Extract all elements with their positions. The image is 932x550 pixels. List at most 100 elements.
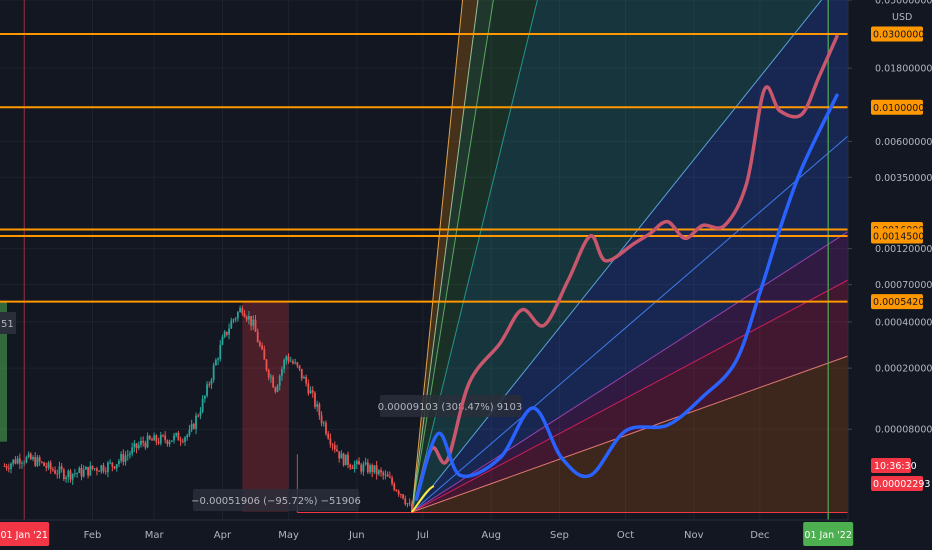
candle-body	[34, 456, 37, 466]
candle-body	[399, 494, 402, 496]
measure-up-label-bg	[380, 395, 521, 417]
candle-body	[333, 445, 336, 450]
candle-body	[263, 349, 266, 360]
candle-body	[347, 454, 349, 465]
candle-body	[296, 362, 299, 366]
candle-body	[217, 359, 219, 361]
price-tick-label: 0.05000000	[875, 0, 932, 7]
time-tick-label: May	[278, 530, 299, 541]
candle-body	[380, 470, 382, 473]
candle-body	[73, 473, 76, 475]
candle-body	[281, 368, 283, 376]
candle-body	[408, 503, 411, 505]
time-axis[interactable]: 01 Jan '21 Feb Mar Apr May Jun Jul Aug Sep Oct Nov…	[0, 519, 932, 550]
candle-body	[38, 457, 41, 462]
projection-curve	[414, 34, 839, 501]
timer-badge-label: 10:36:30	[874, 461, 917, 472]
candle-body	[212, 365, 215, 380]
candle-body	[252, 319, 255, 326]
candle-body	[78, 467, 81, 474]
candle-body	[56, 473, 59, 475]
candle-body	[272, 376, 275, 388]
candle-body	[349, 464, 352, 468]
candle-body	[382, 472, 385, 476]
candle-body	[157, 441, 160, 444]
candle-body	[232, 319, 235, 321]
candle-body	[250, 315, 252, 326]
candle-body	[120, 453, 123, 461]
price-axis[interactable]: USD 0.05000000 0.01800000 0.00600000 0.0035…	[847, 0, 932, 520]
candle-body	[274, 387, 277, 392]
candle-body	[177, 432, 180, 441]
candle-body	[51, 469, 54, 471]
candle-body	[245, 316, 248, 320]
candle-body	[256, 331, 259, 343]
candle-body	[10, 463, 12, 470]
candle-body	[203, 395, 206, 399]
candle-body	[29, 453, 32, 460]
price-level-lines	[0, 0, 848, 520]
candle-body	[404, 498, 407, 505]
left-cut-label: 51	[1, 319, 14, 330]
candle-body	[351, 467, 354, 469]
time-tick-label: Nov	[684, 530, 704, 541]
candle-body	[12, 459, 15, 464]
candle-body	[58, 466, 61, 474]
candle-body	[111, 462, 114, 467]
candle-body	[5, 466, 8, 469]
candle-body	[124, 455, 127, 462]
candle-body	[80, 467, 83, 477]
price-level-badge-label: 0.00054200	[873, 297, 930, 308]
candle-body	[104, 471, 107, 473]
candle-body	[228, 328, 230, 335]
candle-body	[7, 468, 10, 470]
candle-body	[27, 453, 30, 458]
fan-ray	[411, 0, 494, 513]
candle-body	[122, 453, 125, 462]
candle-body	[311, 390, 314, 393]
candle-body	[32, 456, 34, 460]
candle-body	[166, 440, 169, 445]
candle-body	[192, 423, 195, 429]
candle-body	[49, 462, 52, 470]
candle-body	[16, 458, 19, 464]
candle-body	[214, 360, 217, 366]
fan-ray	[411, 0, 538, 513]
fan-ray	[411, 0, 464, 513]
price-level-badge	[871, 99, 923, 115]
candle-body	[325, 422, 327, 434]
candle-body	[40, 461, 43, 463]
price-level-badge-label: 0.03000000	[873, 30, 930, 41]
candle-body	[153, 435, 156, 441]
candle-body	[65, 477, 67, 480]
candle-body	[298, 365, 301, 369]
candle-body	[181, 441, 184, 442]
candle-body	[261, 345, 264, 350]
candle-body	[109, 462, 112, 464]
candle-body	[126, 454, 129, 456]
candle-body	[142, 440, 145, 443]
candle-body	[316, 404, 319, 407]
price-level-badge	[871, 228, 923, 244]
candle-body	[320, 415, 323, 424]
price-tick-label: 0.00008000	[875, 425, 932, 436]
candle-body	[133, 443, 136, 448]
candle-body	[118, 460, 120, 465]
candle-body	[384, 474, 387, 476]
candle-body	[366, 462, 369, 473]
measure-left-strip	[0, 301, 7, 442]
last-price-badge	[871, 476, 923, 491]
candle-body	[278, 375, 281, 386]
fan-ray	[411, 355, 849, 513]
candle-body	[43, 462, 45, 467]
date-marker-label: 01 Jan '22	[804, 530, 851, 541]
time-tick-label: Sep	[550, 530, 569, 541]
fan-ray	[411, 279, 849, 513]
candle-body	[338, 451, 341, 459]
price-level-badge-label: 0.01000000	[873, 103, 930, 114]
candle-body	[62, 469, 65, 480]
candle-body	[375, 465, 378, 475]
currency-label: USD	[892, 12, 912, 23]
candle-body	[386, 474, 389, 477]
